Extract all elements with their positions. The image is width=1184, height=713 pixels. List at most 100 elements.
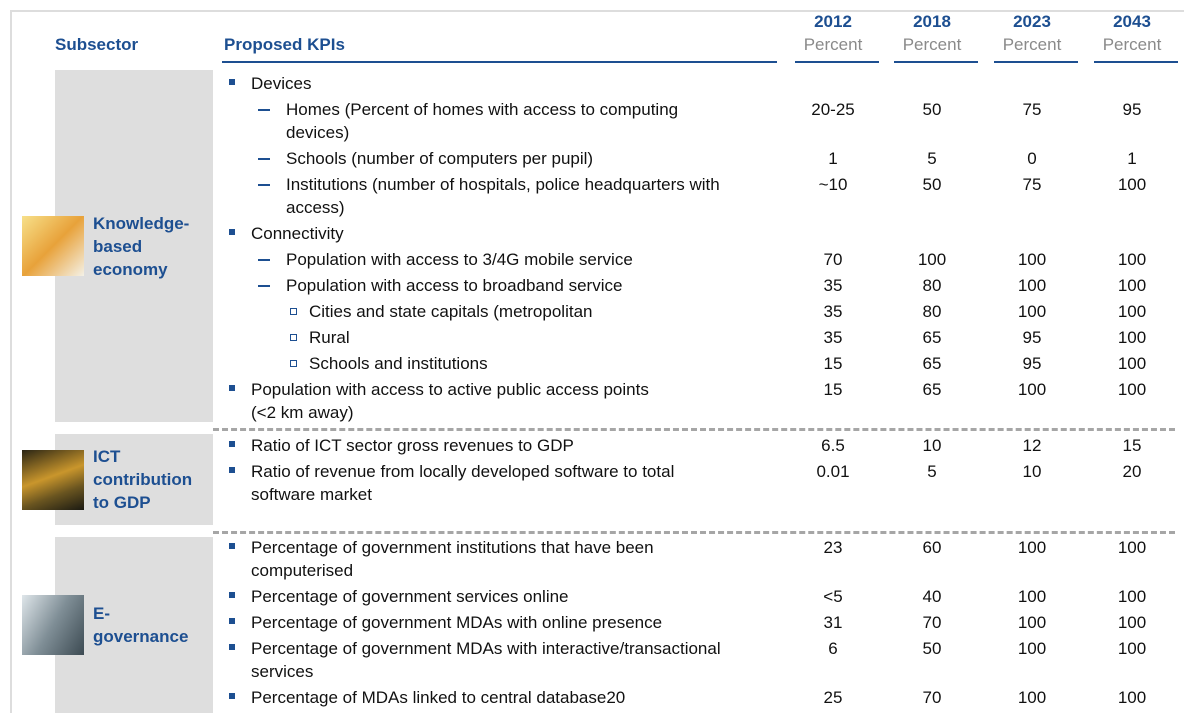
section-name: governance: [93, 625, 188, 648]
kpi-label: Population with access to 3/4G mobile se…: [286, 248, 633, 271]
kpi-value: 12: [987, 434, 1077, 457]
kpi-label: devices): [286, 121, 349, 144]
kpi-value: 6.5: [788, 434, 878, 457]
kpi-value: 100: [1087, 611, 1177, 634]
kpi-value: 35: [788, 274, 878, 297]
kpi-table: Subsector Proposed KPIs 2012 Percent 2018 P…: [0, 0, 1184, 713]
kpi-value: 80: [887, 300, 977, 323]
year-header: 2043: [1092, 12, 1172, 32]
kpi-value: 50: [887, 173, 977, 196]
kpi-value: 6: [788, 637, 878, 660]
bullet: [229, 229, 235, 235]
section-name: Knowledge-: [93, 212, 189, 235]
year-underline: [1094, 61, 1178, 63]
kpi-label: Devices: [251, 72, 311, 95]
kpi-value: 70: [788, 248, 878, 271]
kpi-label: Percentage of government MDAs with onlin…: [251, 611, 662, 634]
kpi-value: 100: [987, 274, 1077, 297]
kpi-label: Institutions (number of hospitals, polic…: [286, 173, 720, 196]
knowledge-icon: [22, 216, 84, 276]
unit-header: Percent: [887, 35, 977, 55]
kpi-label: computerised: [251, 559, 353, 582]
bullet: [229, 79, 235, 85]
section-name: contribution: [93, 468, 192, 491]
unit-header: Percent: [987, 35, 1077, 55]
kpi-label: Schools (number of computers per pupil): [286, 147, 593, 170]
year-underline: [795, 61, 879, 63]
kpi-label: services: [251, 660, 313, 683]
kpi-label: Population with access to broadband serv…: [286, 274, 622, 297]
kpi-value: 100: [987, 378, 1077, 401]
kpi-value: 100: [1087, 173, 1177, 196]
kpi-label: Percentage of government services online: [251, 585, 569, 608]
bullet: [229, 644, 235, 650]
bullet: [229, 592, 235, 598]
subsector-header: Subsector: [55, 35, 138, 55]
kpi-value: 100: [1087, 378, 1177, 401]
dash-bullet: [258, 259, 270, 261]
kpi-value: 35: [788, 300, 878, 323]
section-name: E-: [93, 602, 110, 625]
kpi-value: 15: [788, 378, 878, 401]
dash-bullet: [258, 109, 270, 111]
kpi-value: 65: [887, 352, 977, 375]
kpi-value: 0: [987, 147, 1077, 170]
kpi-value: 10: [987, 460, 1077, 483]
kpi-value: 100: [987, 248, 1077, 271]
kpi-label: access): [286, 196, 345, 219]
kpi-value: 70: [887, 686, 977, 709]
kpi-value: 65: [887, 326, 977, 349]
bullet: [229, 618, 235, 624]
kpi-value: 100: [1087, 637, 1177, 660]
kpi-label: Cities and state capitals (metropolitan: [309, 300, 592, 323]
kpi-label: Ratio of ICT sector gross revenues to GD…: [251, 434, 574, 457]
kpi-value: 100: [987, 611, 1077, 634]
kpi-label: Population with access to active public …: [251, 378, 649, 401]
section-name: to GDP: [93, 491, 151, 514]
kpi-value: ~10: [788, 173, 878, 196]
dash-bullet: [258, 184, 270, 186]
kpi-value: 50: [887, 637, 977, 660]
kpi-value: 10: [887, 434, 977, 457]
year-underline: [994, 61, 1078, 63]
kpi-value: 31: [788, 611, 878, 634]
kpi-value: 80: [887, 274, 977, 297]
year-header: 2018: [892, 12, 972, 32]
kpi-value: 100: [887, 248, 977, 271]
kpi-label: Ratio of revenue from locally developed …: [251, 460, 674, 483]
kpi-value: 100: [987, 300, 1077, 323]
kpi-value: 75: [987, 173, 1077, 196]
kpi-value: 100: [1087, 352, 1177, 375]
kpi-value: 100: [987, 637, 1077, 660]
header-underline: [222, 61, 777, 63]
kpi-value: 5: [887, 460, 977, 483]
egov-icon: [22, 595, 84, 655]
bullet: [229, 385, 235, 391]
section-name: based: [93, 235, 142, 258]
kpi-value: 100: [987, 536, 1077, 559]
kpi-value: 65: [887, 378, 977, 401]
kpi-value: 100: [1087, 686, 1177, 709]
kpi-value: 15: [1087, 434, 1177, 457]
section-divider: [213, 428, 1175, 431]
section-name: economy: [93, 258, 168, 281]
kpi-label: Percentage of government institutions th…: [251, 536, 654, 559]
kpi-value: 100: [1087, 274, 1177, 297]
bullet: [229, 441, 235, 447]
year-header: 2012: [793, 12, 873, 32]
section-name: ICT: [93, 445, 120, 468]
kpi-value: 1: [788, 147, 878, 170]
section-divider: [213, 531, 1175, 534]
kpi-value: 95: [987, 352, 1077, 375]
kpi-header: Proposed KPIs: [224, 35, 345, 55]
ict-icon: [22, 450, 84, 510]
bullet: [229, 693, 235, 699]
kpi-label: Homes (Percent of homes with access to c…: [286, 98, 678, 121]
kpi-value: 100: [987, 686, 1077, 709]
kpi-value: 100: [987, 585, 1077, 608]
kpi-label: Percentage of government MDAs with inter…: [251, 637, 721, 660]
kpi-value: 5: [887, 147, 977, 170]
kpi-value: 15: [788, 352, 878, 375]
kpi-value: <5: [788, 585, 878, 608]
kpi-value: 100: [1087, 585, 1177, 608]
